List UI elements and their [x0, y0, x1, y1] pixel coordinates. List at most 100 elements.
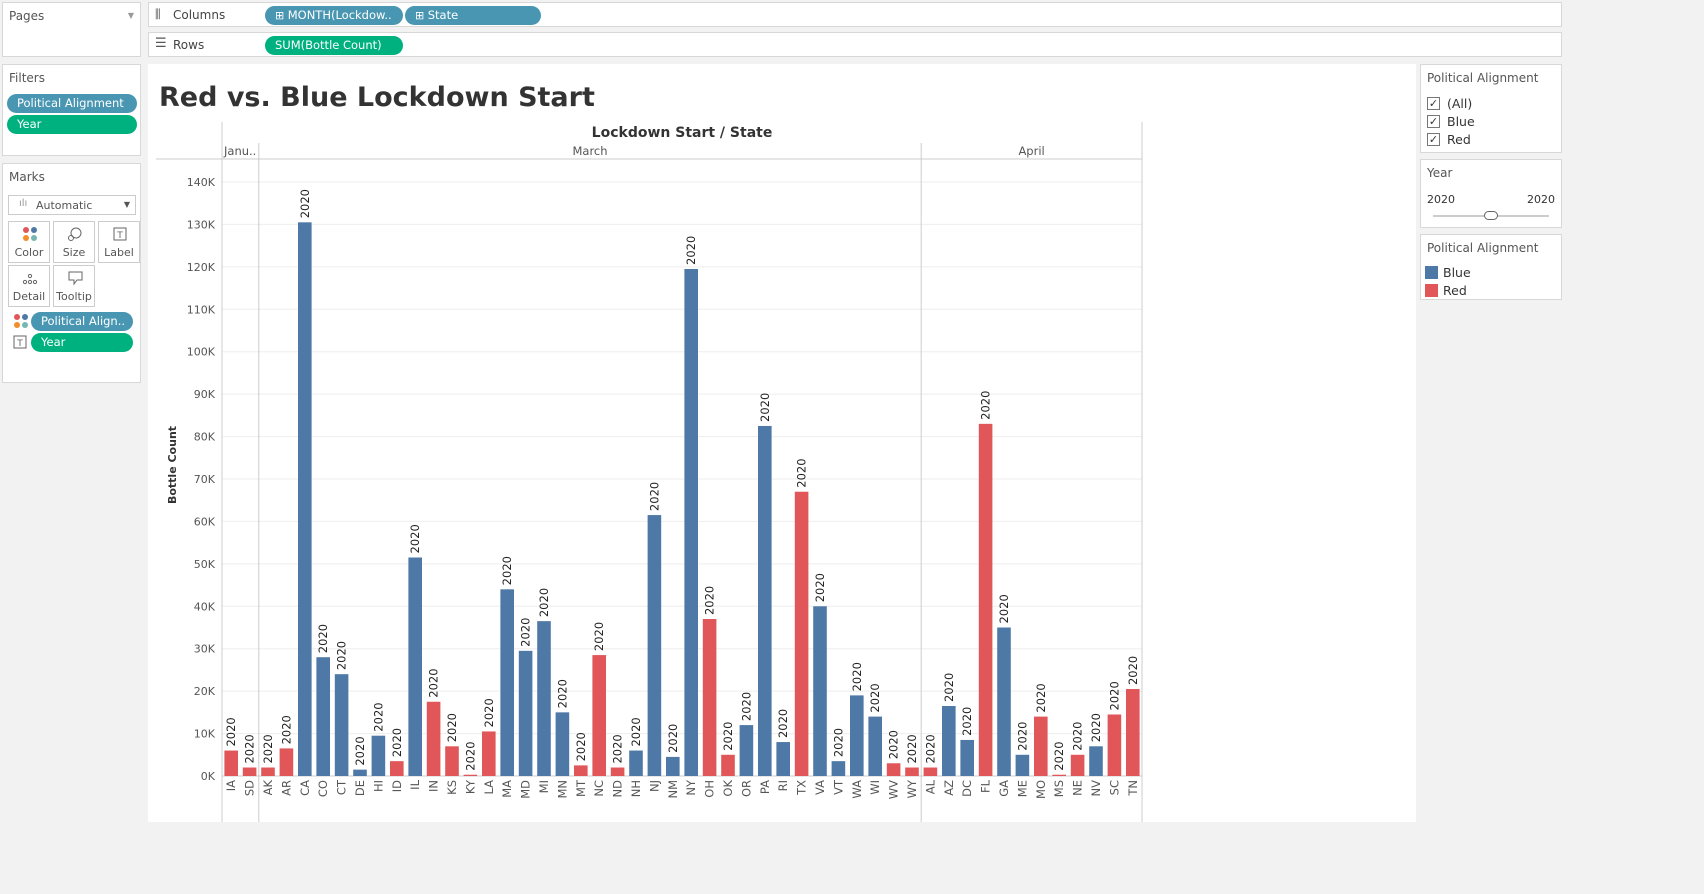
- filter-pill-political-alignment[interactable]: Political Alignment: [7, 94, 137, 113]
- bar[interactable]: [739, 725, 754, 776]
- x-tick-label: NM: [666, 780, 680, 799]
- tooltip-icon: [68, 271, 83, 286]
- marks-pill-year[interactable]: Year: [31, 333, 133, 352]
- svg-text:T: T: [16, 339, 23, 349]
- bar[interactable]: [445, 746, 459, 776]
- bar-data-label: 2020: [519, 618, 533, 647]
- bar[interactable]: [482, 731, 496, 776]
- bar[interactable]: [261, 767, 275, 776]
- bar[interactable]: [1126, 689, 1140, 776]
- bar[interactable]: [923, 767, 938, 776]
- detail-button[interactable]: Detail: [8, 265, 50, 307]
- bar[interactable]: [960, 739, 974, 776]
- bar-data-label: 2020: [887, 730, 901, 759]
- label-button[interactable]: T Label: [98, 221, 140, 263]
- bar-data-label: 2020: [298, 189, 312, 218]
- rows-shelf[interactable]: ☰ Rows SUM(Bottle Count): [148, 32, 1562, 57]
- bar[interactable]: [813, 606, 827, 776]
- filters-shelf[interactable]: Filters Political Alignment Year: [2, 64, 141, 156]
- bar[interactable]: [978, 423, 993, 776]
- month-header-label: April: [1018, 144, 1044, 158]
- bar[interactable]: [555, 712, 570, 776]
- bar[interactable]: [518, 650, 533, 776]
- x-tick-label: AZ: [942, 780, 956, 796]
- bar-data-label: 2020: [224, 717, 238, 746]
- bar[interactable]: [702, 619, 717, 776]
- bar-data-label: 2020: [960, 707, 974, 736]
- pages-title: Pages: [9, 9, 45, 23]
- bar[interactable]: [316, 657, 330, 776]
- bar-data-label: 2020: [739, 692, 753, 721]
- x-tick-label: MN: [555, 780, 569, 799]
- bar[interactable]: [224, 750, 238, 776]
- bar[interactable]: [574, 765, 588, 776]
- bar[interactable]: [629, 750, 643, 776]
- bar[interactable]: [1089, 746, 1103, 776]
- bar[interactable]: [334, 674, 349, 776]
- bar[interactable]: [298, 222, 312, 777]
- color-icon: [23, 227, 37, 241]
- bar[interactable]: [1034, 716, 1048, 776]
- bar[interactable]: [794, 491, 809, 776]
- bar-data-label: 2020: [979, 391, 993, 420]
- bar[interactable]: [353, 769, 367, 776]
- bar[interactable]: [721, 754, 735, 776]
- tooltip-button[interactable]: Tooltip: [53, 265, 95, 307]
- bar[interactable]: [537, 621, 551, 776]
- checkbox-icon[interactable]: ✓: [1427, 97, 1440, 110]
- columns-shelf[interactable]: ⫼ Columns ⊞ MONTH(Lockdow.. ⊞ State: [148, 2, 1562, 27]
- column-pill-month[interactable]: ⊞ MONTH(Lockdow..: [265, 6, 403, 25]
- bar[interactable]: [500, 589, 514, 776]
- size-button[interactable]: Size: [53, 221, 95, 263]
- year-slider-handle[interactable]: [1484, 211, 1498, 220]
- bar[interactable]: [242, 767, 257, 776]
- bar-data-label: 2020: [923, 734, 937, 763]
- bar[interactable]: [1107, 714, 1122, 776]
- bar[interactable]: [1015, 754, 1030, 776]
- bar-data-label: 2020: [997, 594, 1011, 623]
- bar[interactable]: [463, 774, 478, 776]
- checkbox-icon[interactable]: ✓: [1427, 115, 1440, 128]
- bar[interactable]: [942, 705, 956, 776]
- bar[interactable]: [905, 767, 919, 776]
- x-tick-label: AL: [923, 779, 937, 794]
- bar[interactable]: [647, 515, 662, 776]
- bar-data-label: 2020: [1107, 681, 1121, 710]
- bar[interactable]: [592, 655, 606, 776]
- x-tick-label: NV: [1089, 780, 1103, 797]
- bar-data-label: 2020: [1089, 713, 1103, 742]
- marks-pill-political-alignment[interactable]: Political Align..: [31, 312, 133, 331]
- bar-data-label: 2020: [537, 588, 551, 617]
- bar[interactable]: [1052, 774, 1066, 776]
- filter-pill-year[interactable]: Year: [7, 115, 137, 134]
- mark-type-select[interactable]: ılı Automatic ▼: [8, 195, 136, 215]
- bar-data-label: 2020: [279, 715, 293, 744]
- color-legend-card: Political Alignment Blue Red: [1420, 234, 1562, 300]
- bar-data-label: 2020: [574, 732, 588, 761]
- bar[interactable]: [997, 627, 1011, 777]
- checkbox-icon[interactable]: ✓: [1427, 133, 1440, 146]
- bar[interactable]: [610, 767, 625, 776]
- bar[interactable]: [1070, 754, 1085, 776]
- x-tick-label: MA: [500, 780, 514, 798]
- bar[interactable]: [886, 763, 901, 776]
- bar[interactable]: [776, 742, 790, 776]
- color-button[interactable]: Color: [8, 221, 50, 263]
- bar[interactable]: [408, 557, 422, 776]
- bar[interactable]: [426, 701, 441, 776]
- bar[interactable]: [831, 761, 846, 776]
- chevron-down-icon[interactable]: ▼: [127, 11, 134, 20]
- bar[interactable]: [371, 735, 386, 776]
- bar[interactable]: [850, 695, 864, 776]
- bar[interactable]: [390, 761, 404, 776]
- x-tick-label: MT: [574, 779, 588, 797]
- x-tick-label: IN: [427, 780, 441, 792]
- bar[interactable]: [758, 425, 772, 776]
- bar[interactable]: [666, 756, 680, 776]
- column-pill-state[interactable]: ⊞ State: [405, 6, 541, 25]
- bar[interactable]: [684, 268, 698, 776]
- row-pill-bottle-count[interactable]: SUM(Bottle Count): [265, 36, 403, 55]
- pages-shelf[interactable]: Pages ▼: [2, 2, 141, 57]
- bar[interactable]: [279, 748, 294, 776]
- bar[interactable]: [868, 716, 882, 776]
